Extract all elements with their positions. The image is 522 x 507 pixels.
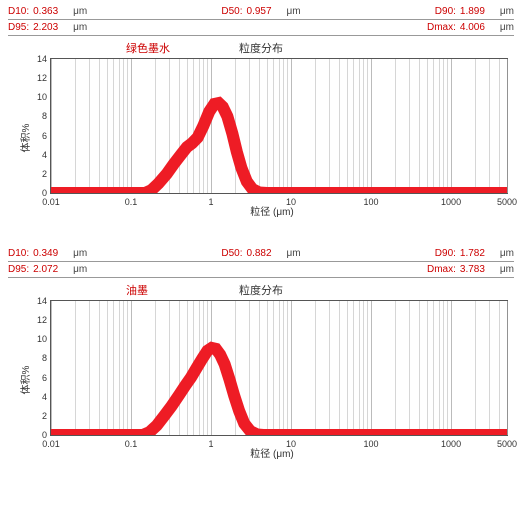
y-tick: 14: [37, 54, 47, 64]
y-tick: 2: [42, 411, 47, 421]
stat-item: D95: 2.072 μm: [8, 264, 87, 275]
distribution-curve: [51, 59, 507, 193]
grid-minor: [507, 59, 508, 193]
stat-unit: μm: [73, 6, 87, 17]
chart-titles: 绿色墨水 粒度分布: [8, 40, 514, 58]
stat-value: 3.783: [460, 264, 496, 275]
stat-item: [235, 264, 279, 275]
distribution-label: 粒度分布: [239, 282, 283, 298]
stat-unit: μm: [500, 264, 514, 275]
plot-area: 024681012140.010.111010010005000: [50, 300, 508, 436]
x-axis-label: 粒径 (μm): [250, 203, 294, 218]
curve-path: [51, 348, 507, 435]
y-axis-label: 体积%: [17, 366, 32, 395]
x-tick: 100: [364, 197, 379, 207]
stat-unit: μm: [73, 22, 87, 33]
stat-value: 2.072: [33, 264, 69, 275]
x-tick: 1: [209, 197, 214, 207]
x-tick: 1: [209, 439, 214, 449]
y-tick: 8: [42, 353, 47, 363]
stat-unit: μm: [287, 6, 301, 17]
chart-wrap: 体积%024681012140.010.111010010005000粒径 (μ…: [36, 58, 508, 218]
stat-key: D50:: [221, 6, 242, 17]
stat-unit: μm: [287, 248, 301, 259]
stat-value: 1.782: [460, 248, 496, 259]
stat-key: D90:: [435, 248, 456, 259]
stat-item: D90: 1.782 μm: [435, 248, 514, 259]
stat-unit: μm: [73, 248, 87, 259]
distribution-curve: [51, 301, 507, 435]
stat-row: D95: 2.203 μm Dmax: 4.006 μm: [8, 20, 514, 36]
stat-key: D10:: [8, 248, 29, 259]
y-tick: 8: [42, 111, 47, 121]
y-tick: 2: [42, 169, 47, 179]
stat-row: D10: 0.349 μm D50: 0.882 μm D90: 1.782 μm: [8, 246, 514, 262]
stat-key: D95:: [8, 22, 29, 33]
stat-item: Dmax: 4.006 μm: [427, 22, 514, 33]
stat-value: 0.882: [247, 248, 283, 259]
x-tick: 5000: [497, 439, 517, 449]
stat-key: D95:: [8, 264, 29, 275]
x-tick: 100: [364, 439, 379, 449]
stat-key: Dmax:: [427, 264, 456, 275]
y-tick: 12: [37, 73, 47, 83]
x-tick: 0.01: [42, 197, 60, 207]
stat-unit: μm: [73, 264, 87, 275]
stat-item: D10: 0.349 μm: [8, 248, 87, 259]
stat-key: D50:: [221, 248, 242, 259]
y-tick: 4: [42, 150, 47, 160]
stat-value: 0.957: [247, 6, 283, 17]
stat-value: 0.349: [33, 248, 69, 259]
stat-item: D90: 1.899 μm: [435, 6, 514, 17]
stat-row: D10: 0.363 μm D50: 0.957 μm D90: 1.899 μm: [8, 4, 514, 20]
stat-item: D50: 0.957 μm: [221, 6, 300, 17]
y-tick: 10: [37, 334, 47, 344]
distribution-label: 粒度分布: [239, 40, 283, 56]
stat-unit: μm: [500, 6, 514, 17]
y-tick: 14: [37, 296, 47, 306]
chart-titles: 油墨 粒度分布: [8, 282, 514, 300]
stat-key: Dmax:: [427, 22, 456, 33]
y-axis-label: 体积%: [17, 124, 32, 153]
chart-wrap: 体积%024681012140.010.111010010005000粒径 (μ…: [36, 300, 508, 460]
stat-item: D95: 2.203 μm: [8, 22, 87, 33]
y-tick: 6: [42, 131, 47, 141]
curve-path: [51, 103, 507, 193]
x-tick: 0.1: [125, 197, 138, 207]
chart-block: D10: 0.363 μm D50: 0.957 μm D90: 1.899 μm D95: 2.2…: [8, 4, 514, 218]
stat-item: D10: 0.363 μm: [8, 6, 87, 17]
x-tick: 1000: [441, 197, 461, 207]
grid-minor: [507, 301, 508, 435]
y-tick: 6: [42, 373, 47, 383]
x-tick: 0.01: [42, 439, 60, 449]
sample-label: 绿色墨水: [126, 40, 170, 56]
stat-key: D90:: [435, 6, 456, 17]
y-tick: 4: [42, 392, 47, 402]
stat-item: [235, 22, 279, 33]
y-tick: 10: [37, 92, 47, 102]
stat-unit: μm: [500, 248, 514, 259]
stat-value: 1.899: [460, 6, 496, 17]
stat-item: Dmax: 3.783 μm: [427, 264, 514, 275]
sample-label: 油墨: [126, 282, 148, 298]
x-tick: 5000: [497, 197, 517, 207]
stat-unit: μm: [500, 22, 514, 33]
stat-value: 4.006: [460, 22, 496, 33]
stat-value: 0.363: [33, 6, 69, 17]
x-tick: 0.1: [125, 439, 138, 449]
x-tick: 1000: [441, 439, 461, 449]
stat-item: D50: 0.882 μm: [221, 248, 300, 259]
chart-block: D10: 0.349 μm D50: 0.882 μm D90: 1.782 μm D95: 2.0…: [8, 246, 514, 460]
stat-row: D95: 2.072 μm Dmax: 3.783 μm: [8, 262, 514, 278]
plot-area: 024681012140.010.111010010005000: [50, 58, 508, 194]
stat-key: D10:: [8, 6, 29, 17]
y-tick: 12: [37, 315, 47, 325]
stat-value: 2.203: [33, 22, 69, 33]
x-axis-label: 粒径 (μm): [250, 445, 294, 460]
